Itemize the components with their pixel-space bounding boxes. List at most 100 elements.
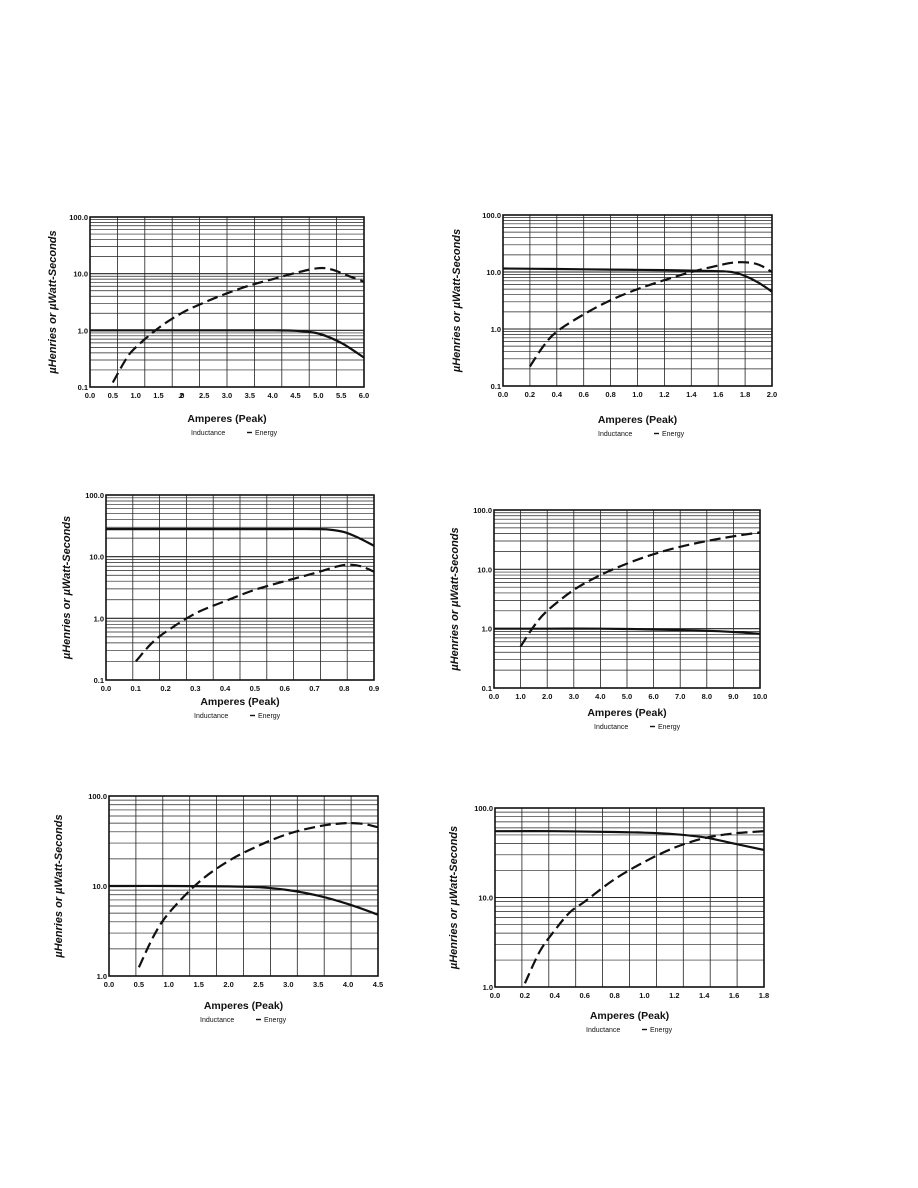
x-tick-label: 6.0 bbox=[359, 391, 369, 400]
x-tick-label: 9.0 bbox=[728, 692, 738, 701]
x-tick-label: 0.0 bbox=[85, 391, 95, 400]
x-axis-label: Amperes (Peak) bbox=[590, 1010, 669, 1022]
x-tick-label: 3.5 bbox=[245, 391, 255, 400]
y-tick-label: 1.0 bbox=[483, 983, 493, 992]
y-tick-label: 10.0 bbox=[486, 268, 501, 277]
series-energy-line bbox=[134, 563, 375, 663]
x-tick-label: 2.0 bbox=[223, 980, 233, 989]
plot-frame bbox=[105, 494, 375, 681]
y-axis-label: µHenries or µWatt-Seconds bbox=[448, 826, 460, 970]
x-axis-label: Amperes (Peak) bbox=[204, 1000, 283, 1012]
y-tick-label: 100.0 bbox=[88, 792, 107, 801]
plot-frame bbox=[494, 807, 765, 988]
x-tick-label: 0.4 bbox=[552, 390, 563, 399]
legend-energy: Energy bbox=[264, 1017, 287, 1024]
x-tick-label: 0.5 bbox=[134, 980, 144, 989]
x-tick-label: 2.0 bbox=[767, 390, 777, 399]
x-tick-label: 1.2 bbox=[659, 390, 669, 399]
x-tick-label: 7.0 bbox=[675, 692, 685, 701]
y-tick-label: 1.0 bbox=[97, 972, 107, 981]
x-axis-label: Amperes (Peak) bbox=[200, 696, 279, 708]
x-tick-label: 3.0 bbox=[569, 692, 579, 701]
legend-energy: Energy bbox=[662, 431, 685, 438]
x-tick-label: 0.5 bbox=[250, 684, 260, 693]
y-tick-label: 1.0 bbox=[482, 625, 492, 634]
legend-energy: Energy bbox=[258, 713, 281, 720]
x-tick-label: 0.0 bbox=[101, 684, 111, 693]
x-tick-label: 3.0 bbox=[283, 980, 293, 989]
plot-frame bbox=[89, 216, 365, 388]
x-tick-label: 0.6 bbox=[578, 390, 588, 399]
x-tick-label: 5.0 bbox=[622, 692, 632, 701]
y-tick-label: 10.0 bbox=[92, 882, 107, 891]
y-tick-label: 0.1 bbox=[78, 383, 88, 392]
x-tick-label: 0.0 bbox=[489, 692, 499, 701]
chart-5: 1.0 10.0 100.0 0.0 0.5 1.0 1.5 2.0 2.5 3.0 3.5 4.0 4… bbox=[53, 792, 383, 1024]
y-tick-label: 100.0 bbox=[474, 804, 493, 813]
x-tick-label: 2.0 bbox=[542, 692, 552, 701]
chart-1: 0.1 1.0 10.0 100.0 0.0 0.5 1.0 1.5 2.0 2.5 3.0 3.5 4… bbox=[47, 213, 369, 437]
y-axis-label: µHenries or µWatt-Seconds bbox=[61, 516, 73, 660]
x-tick-label: 6.0 bbox=[648, 692, 658, 701]
x-tick-label: 0.8 bbox=[339, 684, 349, 693]
y-axis-label: µHenries or µWatt-Seconds bbox=[449, 527, 461, 671]
y-tick-label: 100.0 bbox=[69, 213, 88, 222]
y-tick-label: 1.0 bbox=[94, 614, 104, 623]
x-tick-label: 2 bbox=[179, 391, 183, 400]
series-energy-line bbox=[111, 266, 365, 384]
chart-6: 1.0 10.0 100.0 0.0 0.2 0.4 0.6 0.8 1.0 1.2 1.4 1.6 1… bbox=[448, 804, 769, 1034]
x-axis-label: Amperes (Peak) bbox=[598, 414, 677, 426]
y-tick-label: 1.0 bbox=[78, 326, 88, 335]
y-tick-label: 100.0 bbox=[473, 506, 492, 515]
x-tick-label: 1.4 bbox=[686, 390, 697, 399]
series-inductance-line bbox=[90, 329, 365, 359]
x-tick-label: 2.5 bbox=[199, 391, 209, 400]
x-tick-label: 5.5 bbox=[336, 391, 346, 400]
x-tick-label: 1.8 bbox=[759, 991, 769, 1000]
x-tick-label: 1.0 bbox=[515, 692, 525, 701]
y-tick-label: 10.0 bbox=[478, 894, 493, 903]
y-tick-label: 10.0 bbox=[89, 553, 104, 562]
x-tick-label: 0.5 bbox=[108, 391, 118, 400]
x-tick-label: 4.0 bbox=[267, 391, 277, 400]
x-axis-label: Amperes (Peak) bbox=[587, 707, 666, 719]
legend-energy: Energy bbox=[658, 724, 681, 731]
x-tick-label: 0.8 bbox=[609, 991, 619, 1000]
legend-inductance: Inductance bbox=[594, 724, 628, 731]
x-tick-label: 1.8 bbox=[740, 390, 750, 399]
x-tick-label: 0.6 bbox=[279, 684, 289, 693]
x-tick-label: 4.5 bbox=[373, 980, 383, 989]
x-tick-label: 2.5 bbox=[253, 980, 263, 989]
x-tick-label: 0.0 bbox=[490, 991, 500, 1000]
x-tick-label: 0.4 bbox=[550, 991, 561, 1000]
x-tick-label: 4.0 bbox=[343, 980, 353, 989]
x-tick-label: 1.0 bbox=[130, 391, 140, 400]
legend-inductance: Inductance bbox=[191, 430, 225, 437]
chart-4: 0.1 1.0 10.0 100.0 0.0 1.0 2.0 3.0 4.0 5.0 6.0 7.0 8… bbox=[449, 506, 767, 731]
x-tick-label: 0.2 bbox=[525, 390, 535, 399]
y-tick-label: 100.0 bbox=[85, 491, 104, 500]
x-tick-label: 1.0 bbox=[632, 390, 642, 399]
x-tick-label: 0.1 bbox=[131, 684, 141, 693]
x-tick-label: 1.4 bbox=[699, 991, 710, 1000]
x-tick-label: 4.0 bbox=[595, 692, 605, 701]
x-tick-label: 0.8 bbox=[605, 390, 615, 399]
x-tick-label: 1.6 bbox=[713, 390, 723, 399]
legend-energy: Energy bbox=[255, 430, 278, 437]
x-tick-label: 0.3 bbox=[190, 684, 200, 693]
x-tick-label: 1.5 bbox=[153, 391, 163, 400]
x-tick-label: 3.0 bbox=[222, 391, 232, 400]
x-tick-label: 10.0 bbox=[753, 692, 768, 701]
series-energy-line bbox=[519, 531, 761, 648]
y-axis-label: µHenries or µWatt-Seconds bbox=[451, 229, 463, 373]
legend-energy: Energy bbox=[650, 1027, 673, 1034]
y-tick-label: 0.1 bbox=[482, 684, 492, 693]
y-axis-label: µHenries or µWatt-Seconds bbox=[53, 814, 65, 958]
x-axis-label: Amperes (Peak) bbox=[187, 413, 266, 425]
x-tick-label: 4.5 bbox=[290, 391, 300, 400]
series-inductance-line bbox=[502, 267, 773, 293]
y-tick-label: 0.1 bbox=[491, 382, 501, 391]
x-tick-label: 0.2 bbox=[160, 684, 170, 693]
